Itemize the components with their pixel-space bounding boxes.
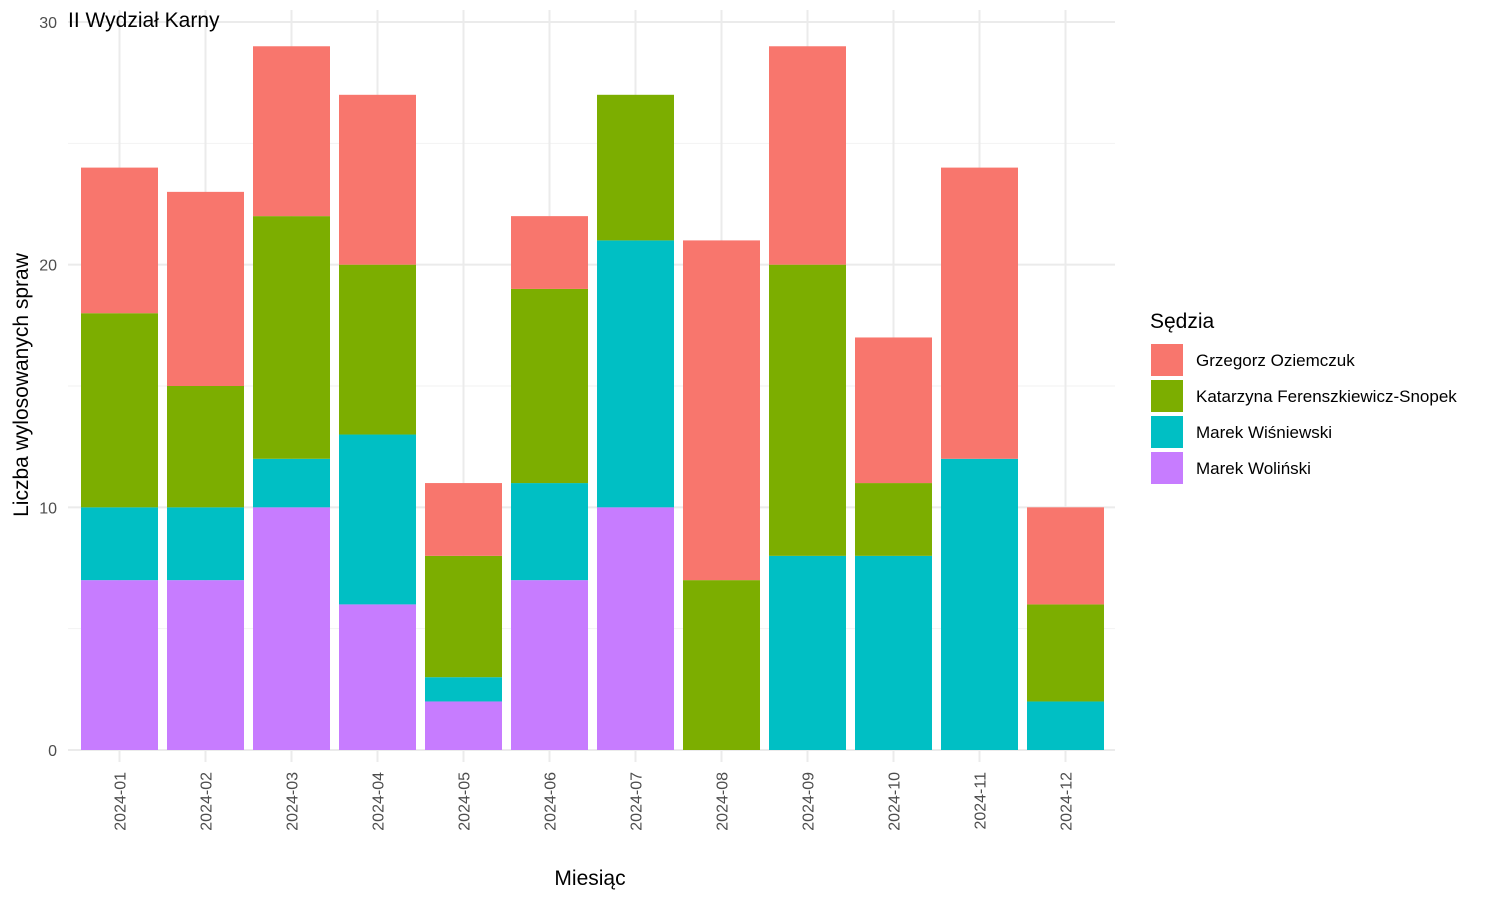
x-tick-label: 2024-08 [715,772,732,831]
legend-label: Grzegorz Oziemczuk [1196,351,1355,370]
bar-segment [683,580,760,750]
bar-segment [339,94,416,265]
x-tick-label: 2024-07 [629,772,646,831]
legend-title: Sędzia [1150,310,1215,333]
bar-segment [855,337,932,484]
bar-segment [511,483,588,581]
legend-label: Marek Woliński [1196,459,1311,478]
bar-segment [855,555,932,750]
x-tick-label: 2024-02 [199,772,216,831]
x-tick-label: 2024-06 [543,772,560,831]
x-tick-label: 2024-10 [887,772,904,831]
bar-segment [425,483,502,556]
legend-swatch [1151,344,1183,376]
bar-segment [253,216,330,459]
bar-segment [683,240,760,581]
chart-title: II Wydział Karny [68,9,220,32]
legend-items: Grzegorz Oziemczuk Katarzyna Ferenszkiewi… [1151,344,1457,484]
bar-segment [339,434,416,605]
bar-segment [253,507,330,750]
x-tick-label: 2024-01 [113,772,130,831]
bar-segment [253,458,330,508]
bar-segment [597,94,674,241]
bar-segment [81,507,158,581]
bars [81,46,1104,750]
legend-swatch [1151,380,1183,412]
legend-swatch [1151,452,1183,484]
bar-segment [1027,701,1104,750]
bar-segment [769,555,846,750]
y-tick-label: 20 [39,258,57,275]
x-tick-label: 2024-05 [457,772,474,831]
legend-label: Marek Wiśniewski [1196,423,1332,442]
y-tick-labels: 0 10 20 30 [39,15,57,760]
bar-segment [425,677,502,702]
bar-segment [253,46,330,217]
bar-segment [511,288,588,484]
y-tick-label: 0 [48,743,57,760]
bar-segment [167,386,244,508]
y-tick-label: 10 [39,500,57,517]
bar-segment [1027,604,1104,702]
bar-segment [941,167,1018,459]
bar-segment [167,191,244,386]
bar-segment [769,46,846,265]
y-axis-title: Liczba wylosowanych spraw [10,252,33,517]
bar-segment [425,701,502,750]
bar-segment [81,313,158,508]
bar-segment [167,507,244,581]
y-tick-label: 30 [39,15,57,32]
bar-segment [769,264,846,556]
x-axis-title: Miesiąc [554,867,625,890]
bar-segment [425,555,502,678]
bar-segment [81,167,158,314]
legend-label: Katarzyna Ferenszkiewicz-Snopek [1196,387,1457,406]
bar-segment [511,216,588,289]
x-tick-labels: 2024-01 2024-02 2024-03 2024-04 2024-05 2024-… [113,772,1076,831]
bar-segment [339,604,416,750]
x-tick-label: 2024-04 [371,772,388,831]
bar-segment [855,483,932,556]
x-tick-label: 2024-09 [801,772,818,831]
bar-segment [941,458,1018,750]
x-tick-label: 2024-11 [973,772,990,830]
bar-segment [597,240,674,508]
bar-segment [1027,507,1104,605]
x-tick-label: 2024-03 [285,772,302,831]
bar-segment [167,580,244,750]
bar-segment [81,580,158,750]
legend: Sędzia Grzegorz Oziemczuk Katarzyna Feren… [1150,310,1457,484]
x-tick-label: 2024-12 [1059,772,1076,831]
bar-segment [511,580,588,750]
legend-swatch [1151,416,1183,448]
bar-segment [597,507,674,750]
bar-segment [339,264,416,435]
